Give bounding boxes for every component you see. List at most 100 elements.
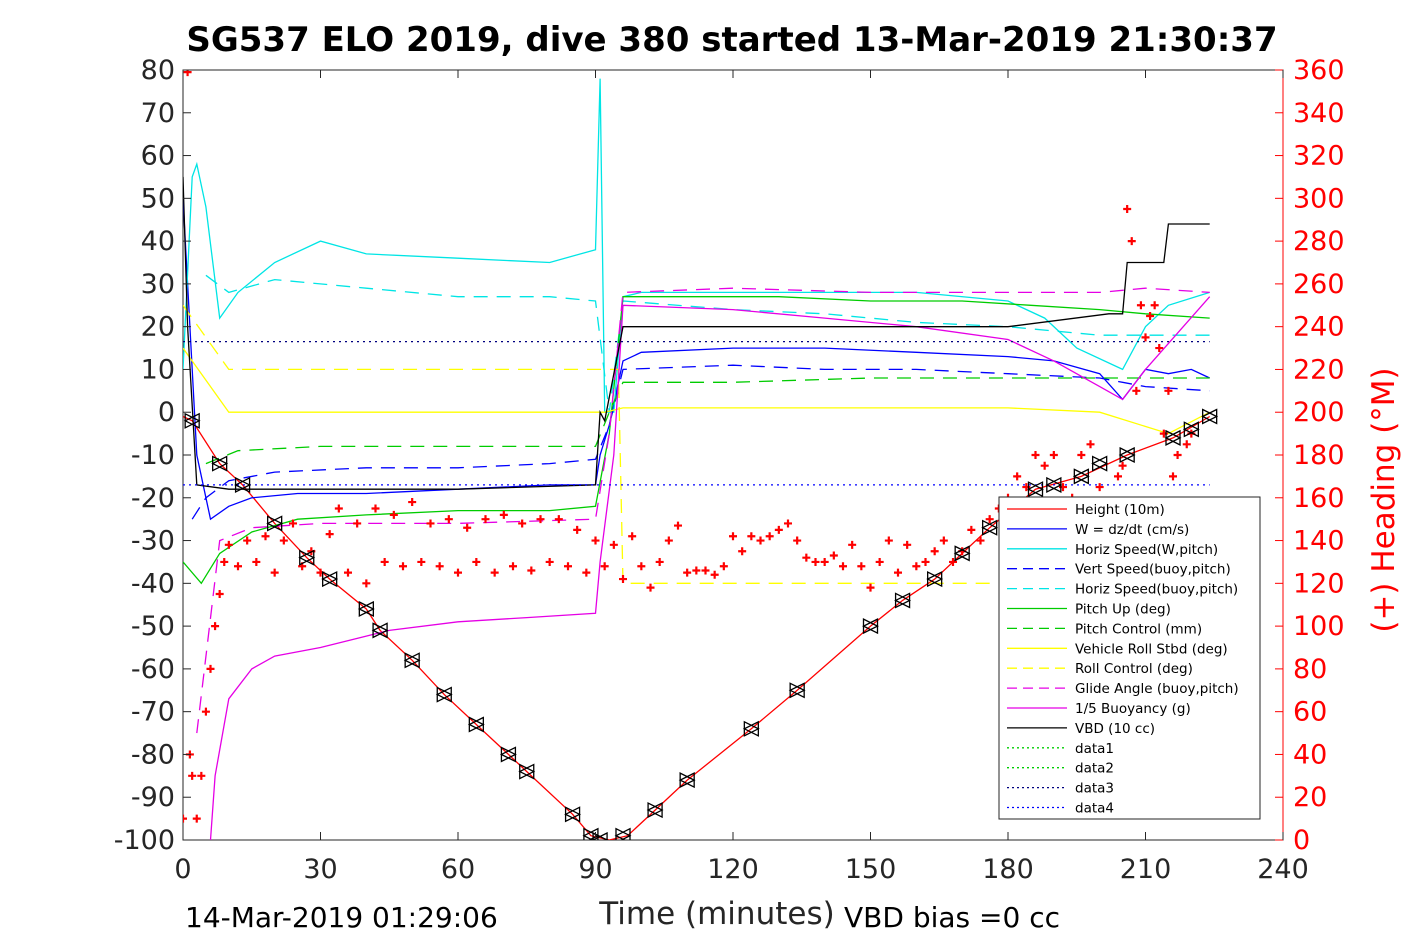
heading-point	[1164, 386, 1173, 395]
heading-layer	[183, 70, 1196, 823]
depth-marker-left	[518, 763, 535, 780]
heading-point	[655, 557, 664, 566]
y-tick-label-right: 0	[1293, 825, 1310, 856]
heading-point	[472, 557, 481, 566]
x-tick-label: 60	[441, 854, 475, 885]
depth-marker-left	[894, 592, 911, 609]
y-tick-label-left: -90	[131, 782, 175, 813]
right-axis: 3603403203002802602402202001801601401201…	[1275, 55, 1345, 856]
heading-point	[426, 519, 435, 528]
heading-point	[857, 562, 866, 571]
depth-marker-left	[981, 519, 998, 536]
legend-label: data3	[1075, 781, 1114, 797]
heading-point	[784, 519, 792, 528]
heading-point	[939, 536, 948, 545]
series-line	[205, 377, 1210, 465]
y-tick-label-left: -20	[131, 483, 175, 514]
heading-point	[408, 498, 417, 507]
depth-marker-left	[788, 682, 805, 699]
y-tick-label-left: 20	[141, 312, 175, 343]
y-tick-label-right: 260	[1293, 269, 1345, 300]
y-tick-label-right: 60	[1293, 697, 1327, 728]
footer-vbd-bias: VBD bias =0 cc	[844, 901, 1060, 934]
depth-marker-left	[1072, 468, 1089, 485]
heading-point	[417, 557, 426, 566]
heading-point	[279, 536, 288, 545]
heading-point	[334, 504, 343, 513]
heading-point	[564, 562, 572, 571]
depth-marker-left	[678, 772, 695, 789]
heading-point	[261, 532, 270, 541]
y-tick-label-left: -50	[131, 611, 175, 642]
heading-point	[839, 562, 847, 571]
heading-point	[389, 510, 398, 519]
heading-point	[829, 551, 838, 560]
legend-label: data2	[1075, 761, 1114, 777]
y-tick-label-right: 100	[1293, 611, 1345, 642]
y-tick-label-right: 180	[1293, 440, 1345, 471]
legend-label: VBD (10 cc)	[1075, 721, 1155, 737]
y-axis-label-right: (+) Heading (°M)	[1366, 367, 1402, 632]
series-line	[183, 347, 1210, 435]
series-layer	[183, 78, 1211, 840]
heading-point	[518, 519, 527, 528]
series-line	[183, 415, 1211, 840]
heading-point	[220, 557, 229, 566]
heading-point	[325, 530, 334, 539]
y-tick-label-right: 120	[1293, 568, 1345, 599]
legend-label: Vehicle Roll Stbd (deg)	[1075, 641, 1228, 657]
series-line	[183, 176, 1210, 490]
legend-label: Glide Angle (buoy,pitch)	[1075, 681, 1239, 697]
heading-point	[903, 540, 912, 549]
heading-point	[454, 568, 462, 577]
heading-point	[192, 814, 201, 823]
legend-label: data1	[1075, 741, 1114, 757]
legend-label: Horiz Speed(buoy,pitch)	[1075, 582, 1238, 598]
heading-point	[188, 771, 197, 780]
heading-point	[683, 568, 692, 577]
heading-point	[582, 568, 591, 577]
depth-marker-left	[742, 720, 759, 737]
heading-point	[499, 510, 508, 519]
heading-point	[444, 515, 453, 524]
depth-marker-left	[1201, 408, 1218, 425]
y-tick-label-left: -10	[131, 440, 175, 471]
depth-marker-left	[371, 622, 388, 639]
heading-point	[1182, 440, 1191, 449]
depth-marker-left	[403, 652, 420, 669]
legend-label: Roll Control (deg)	[1075, 661, 1193, 677]
heading-point	[1136, 301, 1145, 310]
heading-point	[1141, 333, 1150, 342]
heading-point	[1146, 311, 1155, 320]
legend-label: data4	[1075, 801, 1114, 817]
depth-marker-left	[357, 600, 374, 618]
heading-point	[481, 515, 490, 524]
heading-point	[545, 557, 554, 566]
y-tick-label-right: 140	[1293, 526, 1345, 557]
series-line	[183, 296, 1210, 585]
depth-marker-left	[1091, 455, 1108, 472]
heading-point	[1049, 451, 1058, 459]
heading-point	[1040, 461, 1049, 470]
heading-point	[353, 519, 362, 528]
depth-marker-left	[1118, 446, 1135, 464]
heading-point	[201, 707, 210, 716]
heading-point	[875, 557, 884, 566]
depth-marker-left	[499, 746, 517, 763]
y-tick-label-left: 50	[141, 183, 175, 214]
heading-point	[536, 515, 545, 524]
heading-point	[1155, 344, 1164, 353]
heading-point	[674, 521, 682, 530]
heading-point	[206, 664, 215, 673]
series-line	[191, 364, 1210, 520]
series-line	[205, 274, 1210, 413]
heading-point	[976, 536, 985, 545]
y-tick-label-right: 280	[1293, 226, 1345, 257]
heading-point	[252, 557, 261, 566]
depth-marker-left	[591, 831, 608, 840]
heading-point	[183, 70, 192, 77]
y-tick-label-left: 40	[141, 226, 175, 257]
heading-point	[774, 525, 783, 534]
heading-point	[756, 536, 765, 545]
heading-point	[793, 536, 802, 545]
